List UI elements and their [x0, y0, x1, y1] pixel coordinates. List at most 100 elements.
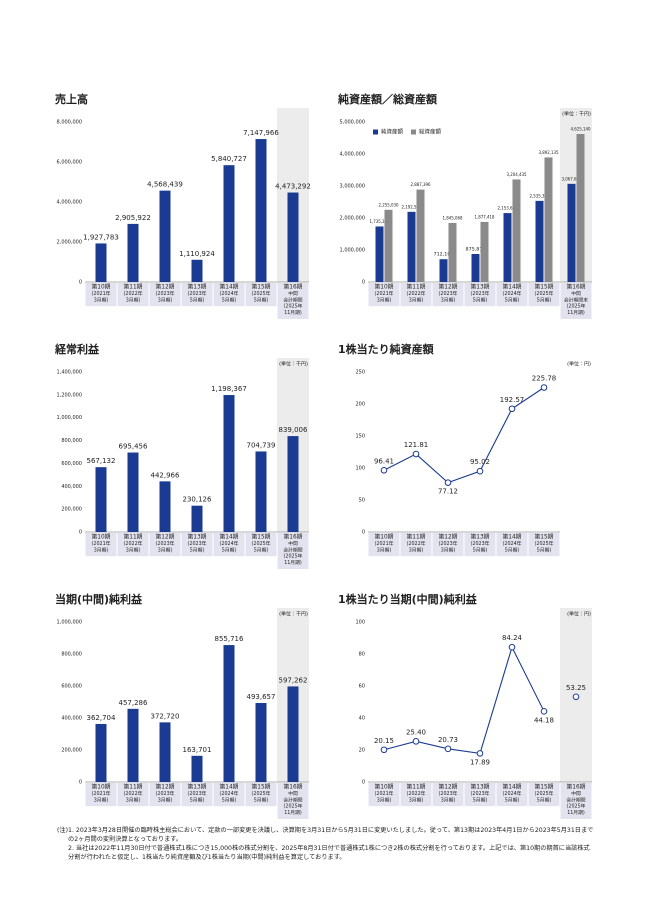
y-tick-label: 400,000 [61, 716, 82, 722]
value-label: 1,877,418 [475, 214, 495, 220]
y-tick-label: 4,000,000 [340, 152, 365, 158]
y-tick-label: 1,000,000 [340, 248, 365, 254]
x-tick-label: 第13期 [471, 783, 490, 791]
x-tick-label: 5月期) [505, 297, 520, 303]
x-tick-label: 会計期間 [566, 796, 585, 803]
x-tick-label: 第13期 [188, 283, 207, 291]
x-tick-label: (2022年 [124, 790, 143, 797]
point [444, 745, 452, 753]
x-tick-label: 第12期 [156, 533, 175, 541]
x-tick-label: (2021年 [92, 540, 111, 547]
point [380, 746, 388, 754]
point [476, 467, 484, 475]
x-tick-label: 第15期 [535, 783, 554, 791]
value-label: 25.40 [406, 728, 426, 736]
value-label: 3,892,135 [539, 150, 559, 156]
x-tick-label: 第11期 [124, 283, 143, 291]
category-band [213, 283, 245, 307]
bar [471, 253, 480, 282]
bar [223, 165, 235, 282]
x-tick-label: (2025年 [567, 803, 586, 810]
y-tick-label: 20 [359, 748, 365, 754]
chart-title: 1株当たり純資産額 [338, 342, 435, 356]
value-label: 4,473,292 [275, 183, 311, 191]
x-tick-label: 第13期 [471, 533, 490, 541]
x-tick-label: 5月期) [537, 547, 552, 553]
category-band [277, 533, 309, 569]
value-label: 362,704 [87, 714, 116, 722]
bar [223, 395, 235, 532]
x-tick-label: 3月期) [377, 797, 392, 803]
legend-swatch [411, 129, 416, 135]
bar [512, 179, 521, 282]
category-band [560, 283, 592, 319]
x-tick-label: 第15期 [252, 283, 271, 291]
x-tick-label: (2025年 [252, 290, 271, 297]
line [383, 645, 545, 754]
value-label: 2,192,598 [402, 204, 422, 210]
x-tick-label: 3月期) [377, 547, 392, 553]
x-tick-label: 3月期) [441, 297, 456, 303]
x-tick-label: 第11期 [407, 533, 426, 541]
bar [407, 211, 416, 282]
x-tick-label: 11月期) [284, 810, 302, 816]
y-tick-label: 250 [355, 370, 365, 376]
category-band [245, 783, 277, 807]
note: 2. 当社は2022年11月30日付で普通株式1株につき15,000株の株式分割… [68, 845, 590, 861]
x-tick-label: 第10期 [375, 283, 394, 291]
category-band [496, 533, 528, 557]
chart-title: 純資産額／総資産額 [337, 92, 438, 106]
bar [95, 243, 107, 282]
legend-label: 純資産額 [381, 128, 404, 136]
category-band [528, 283, 560, 307]
value-label: 163,701 [183, 746, 212, 754]
bar [255, 139, 267, 282]
x-tick-label: 第10期 [375, 783, 394, 791]
y-tick-label: 400,000 [61, 484, 82, 490]
bar [503, 213, 512, 282]
value-label: 442,966 [151, 471, 180, 479]
x-tick-label: 5月期) [473, 797, 488, 803]
value-label: 457,286 [119, 699, 148, 707]
point [444, 479, 452, 486]
value-label: 372,720 [151, 712, 180, 720]
value-label: 1,845,068 [443, 215, 463, 221]
x-tick-label: 第16期 [284, 533, 303, 541]
x-tick-label: (2025年 [535, 540, 554, 547]
x-tick-label: 中間 [571, 290, 581, 297]
y-tick-label: 40 [359, 716, 365, 722]
bar [255, 703, 267, 782]
value-label: 192.57 [500, 396, 525, 404]
x-tick-label: 3月期) [409, 297, 424, 303]
y-tick-label: 2,000,000 [340, 216, 365, 222]
x-tick-label: 第13期 [188, 783, 207, 791]
y-tick-label: 80 [359, 652, 365, 658]
bar [535, 200, 544, 282]
legend-label: 総資産額 [419, 128, 442, 136]
x-tick-label: (2022年 [407, 290, 426, 297]
x-tick-label: 第14期 [220, 533, 239, 541]
y-tick-label: 0 [362, 530, 365, 536]
value-label: 225.78 [532, 375, 557, 383]
bar [480, 221, 489, 282]
x-tick-label: 第12期 [156, 783, 175, 791]
value-label: 44.18 [534, 716, 554, 724]
bar [255, 451, 267, 532]
bar [448, 222, 457, 282]
category-band [85, 283, 117, 307]
bar [127, 708, 139, 782]
x-tick-label: 3月期) [94, 297, 109, 303]
x-tick-label: 3月期) [377, 297, 392, 303]
x-tick-label: 第14期 [503, 783, 522, 791]
x-tick-label: (2025年 [284, 553, 303, 560]
x-tick-label: 3月期) [126, 297, 141, 303]
y-tick-label: 0 [79, 280, 82, 286]
x-tick-label: (2025年 [284, 803, 303, 810]
x-tick-label: 5月期) [473, 297, 488, 303]
x-tick-label: 会計期間 [283, 796, 302, 803]
x-tick-label: 5月期) [537, 797, 552, 803]
category-band [368, 533, 400, 557]
notes-items: 1. 2023年3月28日開催の臨時株主総会において、定款の一部変更を決議し、決… [68, 826, 595, 862]
x-tick-label: 第11期 [124, 533, 143, 541]
